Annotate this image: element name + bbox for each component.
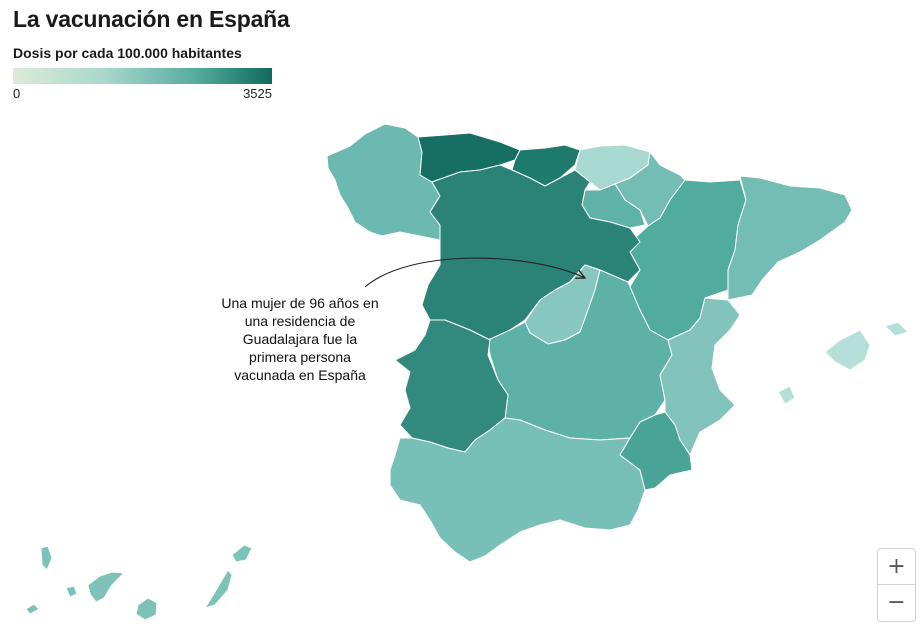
page-title: La vacunación en España bbox=[13, 6, 290, 32]
minus-icon: − bbox=[887, 590, 906, 615]
legend-min-label: 0 bbox=[13, 86, 21, 101]
region-murcia[interactable] bbox=[619, 411, 693, 491]
zoom-out-button[interactable]: − bbox=[878, 585, 915, 620]
region-baleares-ibiza[interactable] bbox=[777, 385, 796, 405]
region-canarias-fuerteventura[interactable] bbox=[204, 569, 233, 609]
region-cataluna[interactable] bbox=[727, 175, 853, 301]
region-baleares-menorca[interactable] bbox=[884, 321, 909, 337]
legend-title: Dosis por cada 100.000 habitantes bbox=[13, 45, 242, 61]
region-canarias-la-palma[interactable] bbox=[40, 545, 53, 571]
plus-icon: + bbox=[887, 554, 906, 579]
region-canarias-tenerife[interactable] bbox=[87, 571, 125, 603]
zoom-control: + − bbox=[877, 548, 916, 622]
annotation-text: Una mujer de 96 años en una residencia d… bbox=[221, 295, 379, 383]
zoom-divider bbox=[878, 584, 915, 585]
region-baleares[interactable] bbox=[824, 329, 871, 371]
legend-max-label: 3525 bbox=[243, 86, 272, 101]
zoom-in-button[interactable]: + bbox=[878, 549, 915, 584]
region-andalucia[interactable] bbox=[389, 417, 646, 563]
region-canarias-la-gomera[interactable] bbox=[65, 585, 78, 598]
annotation-arrow bbox=[364, 257, 585, 288]
region-canarias-el-hierro[interactable] bbox=[25, 603, 40, 615]
region-canarias-gran-canaria[interactable] bbox=[135, 597, 158, 621]
legend-color-scale bbox=[13, 68, 272, 84]
region-canarias-lanzarote[interactable] bbox=[231, 544, 253, 563]
